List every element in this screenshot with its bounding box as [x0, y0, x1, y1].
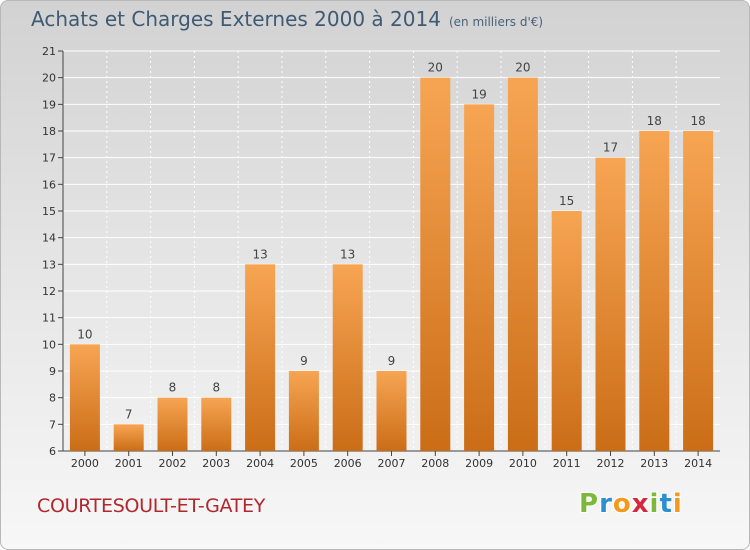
bar-2012 [595, 157, 626, 451]
y-tick-label: 10 [42, 338, 56, 351]
x-tick-label: 2012 [597, 457, 625, 470]
y-tick-label: 20 [42, 72, 56, 85]
bar-2002 [157, 397, 188, 451]
x-tick-label: 2000 [71, 457, 99, 470]
bar-2008 [420, 77, 451, 452]
brand-letter: i [672, 489, 683, 519]
commune-name: COURTESOULT-ET-GATEY [37, 495, 266, 517]
unit-label: (en milliers d'€) [448, 15, 544, 29]
bar-2010 [507, 77, 538, 452]
bar-2003 [201, 397, 232, 451]
x-tick-label: 2011 [553, 457, 581, 470]
brand-letter: r [599, 489, 613, 519]
bar-2007 [376, 371, 407, 451]
bars [69, 77, 714, 452]
y-tick-label: 15 [42, 205, 56, 218]
x-tick-label: 2005 [290, 457, 318, 470]
x-tick-label: 2004 [246, 457, 274, 470]
data-label: 13 [340, 247, 355, 261]
brand-letter: o [612, 489, 632, 519]
x-tick-label: 2010 [509, 457, 537, 470]
x-tick-label: 2013 [640, 457, 668, 470]
title-text: Achats et Charges Externes 2000 à 2014 [31, 7, 441, 31]
y-tick-label: 8 [49, 392, 56, 405]
x-tick-label: 2007 [378, 457, 406, 470]
y-tick-label: 9 [49, 365, 56, 378]
y-tick-label: 6 [49, 445, 56, 458]
bar-2001 [113, 424, 144, 451]
y-tick-label: 7 [49, 418, 56, 431]
data-label: 19 [471, 87, 486, 101]
data-label: 8 [212, 381, 220, 395]
x-tick-label: 2002 [159, 457, 187, 470]
bar-2000 [69, 344, 100, 451]
y-tick-label: 12 [42, 285, 56, 298]
y-tick-label: 13 [42, 258, 56, 271]
brand-letter: t [659, 489, 673, 519]
data-label: 8 [169, 381, 177, 395]
bar-2014 [683, 131, 714, 451]
data-label: 18 [690, 114, 705, 128]
x-tick-label: 2001 [115, 457, 143, 470]
axes: 6 7 8 9 10 11 12 13 14 15 16 17 18 19 20 21 2000 2001 2002… [42, 45, 720, 470]
data-label: 17 [603, 141, 618, 155]
brand-letter: x [631, 489, 650, 519]
bar-2013 [639, 131, 670, 451]
data-label: 7 [125, 407, 133, 421]
y-tick-label: 19 [42, 98, 56, 111]
y-tick-label: 18 [42, 125, 56, 138]
data-label: 9 [300, 354, 308, 368]
y-tick-label: 14 [42, 232, 56, 245]
chart-title: Achats et Charges Externes 2000 à 2014 (e… [31, 7, 543, 31]
bar-2005 [288, 371, 319, 451]
y-tick-label: 16 [42, 178, 56, 191]
x-tick-label: 2006 [334, 457, 362, 470]
y-tick-label: 21 [42, 45, 56, 58]
data-label: 10 [77, 327, 92, 341]
data-label: 18 [647, 114, 662, 128]
x-tick-label: 2003 [202, 457, 230, 470]
y-tick-label: 17 [42, 152, 56, 165]
data-label: 20 [515, 61, 530, 75]
bar-2004 [245, 264, 276, 451]
bar-2009 [464, 104, 495, 451]
x-tick-label: 2014 [684, 457, 712, 470]
bar-2011 [551, 211, 582, 451]
x-tick-label: 2008 [421, 457, 449, 470]
data-labels: 10 7 8 8 13 9 13 9 20 19 20 15 17 18 18 [77, 61, 705, 422]
data-label: 15 [559, 194, 574, 208]
brand-letter: P [579, 489, 600, 519]
data-label: 20 [428, 61, 443, 75]
proxiti-logo[interactable]: Proxiti [579, 489, 683, 519]
brand-letter: i [649, 489, 660, 519]
bar-2006 [332, 264, 363, 451]
y-tick-label: 11 [42, 312, 56, 325]
data-label: 9 [388, 354, 396, 368]
x-tick-label: 2009 [465, 457, 493, 470]
data-label: 13 [252, 247, 267, 261]
